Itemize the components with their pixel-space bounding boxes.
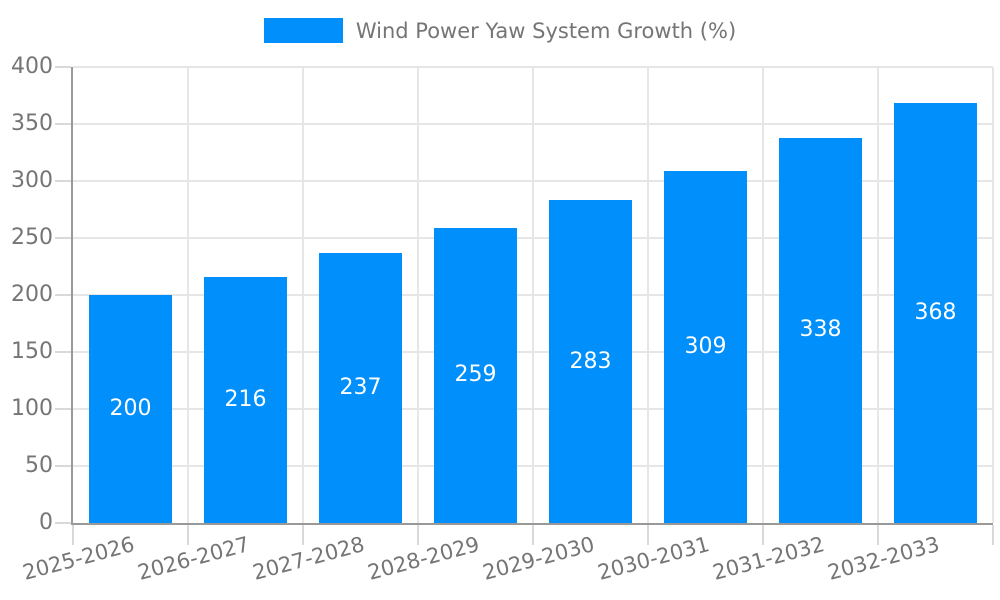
gridline-vertical xyxy=(532,67,534,523)
y-tick-mark xyxy=(55,294,71,296)
bar-value-label: 338 xyxy=(799,317,842,343)
x-axis-baseline xyxy=(71,523,993,525)
bar[interactable]: 309 xyxy=(664,170,747,523)
y-axis-label: 200 xyxy=(11,282,53,307)
y-tick-mark xyxy=(55,123,71,125)
x-tick-mark xyxy=(992,525,994,545)
gridline-vertical xyxy=(187,67,189,523)
y-tick-mark xyxy=(55,351,71,353)
y-tick-mark xyxy=(55,408,71,410)
x-tick-mark xyxy=(187,525,189,545)
y-axis-label: 50 xyxy=(25,453,53,478)
legend-swatch xyxy=(263,18,343,43)
bar[interactable]: 216 xyxy=(204,276,287,523)
x-tick-mark xyxy=(72,525,74,545)
legend-label: Wind Power Yaw System Growth (%) xyxy=(355,18,737,43)
y-tick-mark xyxy=(55,180,71,182)
bar-value-label: 200 xyxy=(109,396,152,421)
y-axis-label: 250 xyxy=(11,225,53,250)
bar[interactable]: 237 xyxy=(319,252,402,523)
bar-value-label: 259 xyxy=(454,362,497,388)
y-axis-label: 150 xyxy=(11,339,53,364)
y-tick-mark xyxy=(55,465,71,467)
gridline-vertical xyxy=(877,67,879,523)
y-tick-mark xyxy=(55,66,71,68)
bar[interactable]: 200 xyxy=(89,295,172,523)
bar[interactable]: 338 xyxy=(779,137,862,523)
x-tick-mark xyxy=(647,525,649,545)
gridline-vertical xyxy=(762,67,764,523)
x-tick-mark xyxy=(417,525,419,545)
gridline-vertical xyxy=(302,67,304,523)
y-axis-label: 0 xyxy=(39,510,53,535)
y-axis-line xyxy=(71,67,73,523)
bar-value-label: 216 xyxy=(224,386,267,412)
bar-value-label: 309 xyxy=(684,333,727,359)
x-tick-mark xyxy=(532,525,534,545)
gridline-vertical xyxy=(992,67,994,523)
bar-value-label: 368 xyxy=(914,300,957,326)
y-axis-label: 400 xyxy=(11,54,53,79)
bar[interactable]: 368 xyxy=(894,103,977,523)
y-axis-label: 100 xyxy=(11,396,53,421)
y-axis-label: 300 xyxy=(11,168,53,193)
x-tick-mark xyxy=(302,525,304,545)
bar[interactable]: 259 xyxy=(434,227,517,523)
bar-value-label: 283 xyxy=(569,348,612,374)
x-tick-mark xyxy=(877,525,879,545)
y-axis-label: 350 xyxy=(11,111,53,136)
legend[interactable]: Wind Power Yaw System Growth (%) xyxy=(0,18,1000,43)
gridline-vertical xyxy=(417,67,419,523)
gridline-vertical xyxy=(647,67,649,523)
bar-value-label: 237 xyxy=(339,374,382,400)
x-tick-mark xyxy=(762,525,764,545)
bar[interactable]: 283 xyxy=(549,200,632,523)
y-tick-mark xyxy=(55,237,71,239)
y-tick-mark xyxy=(55,522,71,524)
